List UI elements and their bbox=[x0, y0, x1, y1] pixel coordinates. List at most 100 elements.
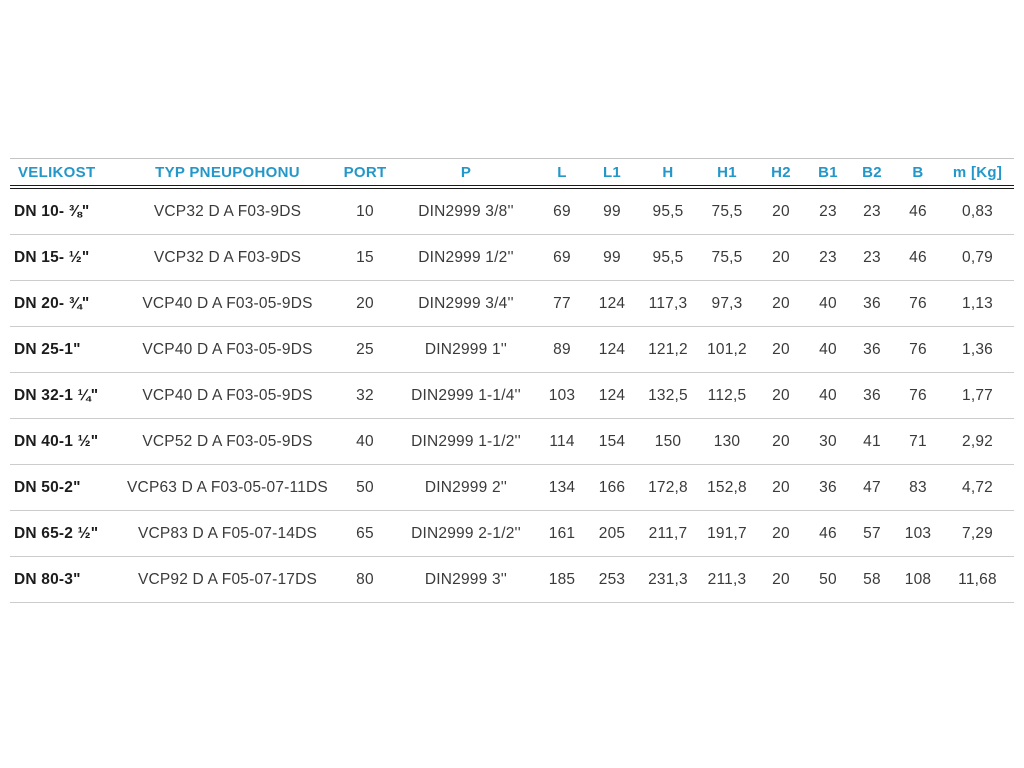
cell-b2: 36 bbox=[849, 281, 895, 327]
cell-p: DIN2999 1'' bbox=[395, 327, 537, 373]
column-header-velikost: VELIKOST bbox=[10, 158, 120, 189]
cell-m: 4,72 bbox=[941, 465, 1014, 511]
cell-h2: 20 bbox=[755, 235, 807, 281]
cell-velikost: DN 10- ⅜" bbox=[10, 189, 120, 235]
cell-l: 69 bbox=[537, 189, 587, 235]
cell-p: DIN2999 1-1/4'' bbox=[395, 373, 537, 419]
cell-l1: 99 bbox=[587, 235, 637, 281]
table-row: DN 10- ⅜" VCP32 D A F03-9DS 10 DIN2999 3/8'… bbox=[10, 189, 1014, 235]
table-row: DN 20- ¾" VCP40 D A F03-05-9DS 20 DIN2999 3… bbox=[10, 281, 1014, 327]
cell-b2: 47 bbox=[849, 465, 895, 511]
cell-l: 134 bbox=[537, 465, 587, 511]
cell-l: 69 bbox=[537, 235, 587, 281]
cell-l: 89 bbox=[537, 327, 587, 373]
cell-h: 117,3 bbox=[637, 281, 699, 327]
table-row: DN 32-1 ¼" VCP40 D A F03-05-9DS 32 DIN2999 … bbox=[10, 373, 1014, 419]
cell-h2: 20 bbox=[755, 465, 807, 511]
column-header-h2: H2 bbox=[755, 158, 807, 189]
cell-b2: 58 bbox=[849, 557, 895, 603]
cell-b1: 36 bbox=[807, 465, 849, 511]
spec-table: VELIKOST TYP PNEUPOHONU PORT P L L1 H H1 H2 B1 B2 B… bbox=[10, 158, 1014, 603]
cell-port: 15 bbox=[335, 235, 395, 281]
table-row: DN 50-2" VCP63 D A F03-05-07-11DS 50 DIN299… bbox=[10, 465, 1014, 511]
cell-b: 71 bbox=[895, 419, 941, 465]
cell-l1: 124 bbox=[587, 373, 637, 419]
column-header-l1: L1 bbox=[587, 158, 637, 189]
spec-table-container: VELIKOST TYP PNEUPOHONU PORT P L L1 H H1 H2 B1 B2 B… bbox=[10, 158, 1014, 603]
cell-b1: 30 bbox=[807, 419, 849, 465]
header-row: VELIKOST TYP PNEUPOHONU PORT P L L1 H H1 H2 B1 B2 B… bbox=[10, 158, 1014, 189]
cell-h: 211,7 bbox=[637, 511, 699, 557]
column-header-m: m [Kg] bbox=[941, 158, 1014, 189]
column-header-l: L bbox=[537, 158, 587, 189]
cell-m: 2,92 bbox=[941, 419, 1014, 465]
cell-h: 95,5 bbox=[637, 189, 699, 235]
cell-b: 46 bbox=[895, 235, 941, 281]
cell-l1: 253 bbox=[587, 557, 637, 603]
cell-typ: VCP40 D A F03-05-9DS bbox=[120, 373, 335, 419]
table-row: DN 80-3" VCP92 D A F05-07-17DS 80 DIN2999 3… bbox=[10, 557, 1014, 603]
cell-l: 77 bbox=[537, 281, 587, 327]
cell-velikost: DN 15- ½" bbox=[10, 235, 120, 281]
cell-b: 83 bbox=[895, 465, 941, 511]
column-header-h1: H1 bbox=[699, 158, 755, 189]
cell-b2: 36 bbox=[849, 327, 895, 373]
cell-b: 76 bbox=[895, 327, 941, 373]
cell-m: 1,13 bbox=[941, 281, 1014, 327]
column-header-p: P bbox=[395, 158, 537, 189]
cell-b1: 40 bbox=[807, 373, 849, 419]
cell-b1: 23 bbox=[807, 189, 849, 235]
cell-h: 121,2 bbox=[637, 327, 699, 373]
cell-b: 76 bbox=[895, 373, 941, 419]
cell-b: 76 bbox=[895, 281, 941, 327]
cell-typ: VCP92 D A F05-07-17DS bbox=[120, 557, 335, 603]
cell-h: 231,3 bbox=[637, 557, 699, 603]
column-header-b1: B1 bbox=[807, 158, 849, 189]
cell-velikost: DN 40-1 ½" bbox=[10, 419, 120, 465]
column-header-port: PORT bbox=[335, 158, 395, 189]
cell-h2: 20 bbox=[755, 557, 807, 603]
cell-l1: 99 bbox=[587, 189, 637, 235]
cell-b2: 57 bbox=[849, 511, 895, 557]
cell-l: 114 bbox=[537, 419, 587, 465]
cell-l: 185 bbox=[537, 557, 587, 603]
cell-b2: 23 bbox=[849, 189, 895, 235]
cell-l1: 124 bbox=[587, 327, 637, 373]
column-header-b2: B2 bbox=[849, 158, 895, 189]
table-row: DN 25-1" VCP40 D A F03-05-9DS 25 DIN2999 1'… bbox=[10, 327, 1014, 373]
cell-l1: 166 bbox=[587, 465, 637, 511]
cell-l: 103 bbox=[537, 373, 587, 419]
cell-b2: 36 bbox=[849, 373, 895, 419]
cell-b2: 41 bbox=[849, 419, 895, 465]
cell-port: 10 bbox=[335, 189, 395, 235]
cell-h2: 20 bbox=[755, 419, 807, 465]
table-header: VELIKOST TYP PNEUPOHONU PORT P L L1 H H1 H2 B1 B2 B… bbox=[10, 158, 1014, 189]
column-header-typ: TYP PNEUPOHONU bbox=[120, 158, 335, 189]
cell-b1: 40 bbox=[807, 327, 849, 373]
cell-h: 172,8 bbox=[637, 465, 699, 511]
cell-p: DIN2999 3'' bbox=[395, 557, 537, 603]
table-body: DN 10- ⅜" VCP32 D A F03-9DS 10 DIN2999 3/8'… bbox=[10, 189, 1014, 603]
cell-b: 108 bbox=[895, 557, 941, 603]
cell-p: DIN2999 3/8'' bbox=[395, 189, 537, 235]
cell-port: 32 bbox=[335, 373, 395, 419]
cell-l1: 154 bbox=[587, 419, 637, 465]
cell-m: 1,77 bbox=[941, 373, 1014, 419]
cell-b2: 23 bbox=[849, 235, 895, 281]
cell-p: DIN2999 2'' bbox=[395, 465, 537, 511]
cell-port: 65 bbox=[335, 511, 395, 557]
cell-p: DIN2999 3/4'' bbox=[395, 281, 537, 327]
cell-velikost: DN 20- ¾" bbox=[10, 281, 120, 327]
cell-h1: 191,7 bbox=[699, 511, 755, 557]
column-header-b: B bbox=[895, 158, 941, 189]
cell-port: 80 bbox=[335, 557, 395, 603]
column-header-h: H bbox=[637, 158, 699, 189]
cell-h: 95,5 bbox=[637, 235, 699, 281]
cell-h2: 20 bbox=[755, 511, 807, 557]
cell-l1: 124 bbox=[587, 281, 637, 327]
cell-h2: 20 bbox=[755, 373, 807, 419]
cell-port: 20 bbox=[335, 281, 395, 327]
cell-velikost: DN 50-2" bbox=[10, 465, 120, 511]
cell-h: 132,5 bbox=[637, 373, 699, 419]
cell-p: DIN2999 2-1/2'' bbox=[395, 511, 537, 557]
